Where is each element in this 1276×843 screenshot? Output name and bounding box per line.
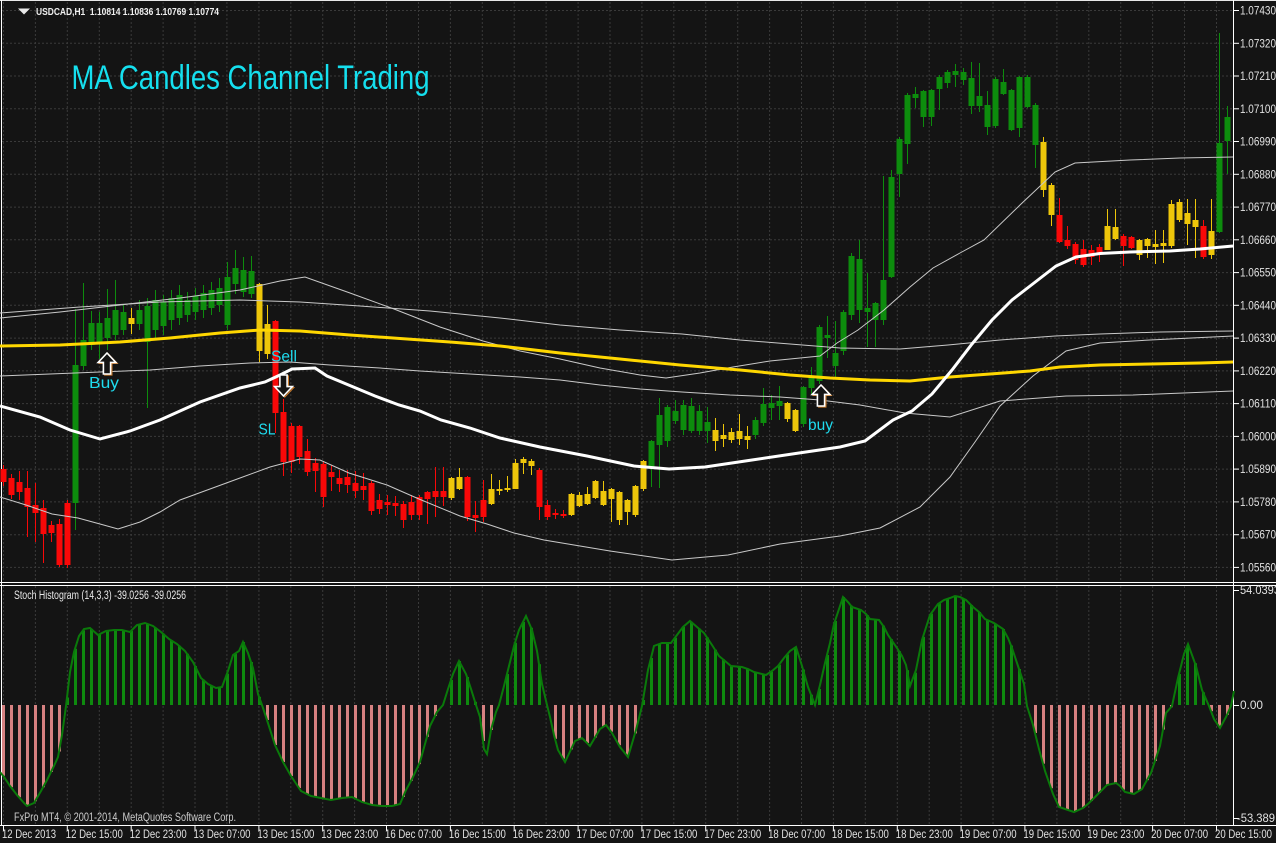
svg-text:18 Dec 15:00: 18 Dec 15:00 — [832, 829, 889, 841]
svg-text:SL: SL — [259, 422, 276, 439]
svg-text:1.05780: 1.05780 — [1240, 497, 1276, 509]
svg-text:13 Dec 23:00: 13 Dec 23:00 — [321, 829, 378, 841]
svg-text:-53.389: -53.389 — [1237, 813, 1275, 825]
svg-text:17 Dec 23:00: 17 Dec 23:00 — [704, 829, 761, 841]
svg-text:1.07210: 1.07210 — [1240, 71, 1276, 83]
svg-text:FxPro MT4, © 2001-2014, MetaQu: FxPro MT4, © 2001-2014, MetaQuotes Softw… — [14, 812, 236, 824]
svg-text:1.05890: 1.05890 — [1240, 464, 1276, 476]
svg-text:20 Dec 07:00: 20 Dec 07:00 — [1151, 829, 1208, 841]
svg-text:12 Dec 2013: 12 Dec 2013 — [2, 829, 56, 841]
svg-text:1.05670: 1.05670 — [1240, 530, 1276, 542]
svg-text:18 Dec 23:00: 18 Dec 23:00 — [896, 829, 953, 841]
svg-text:12 Dec 23:00: 12 Dec 23:00 — [130, 829, 187, 841]
svg-text:12 Dec 15:00: 12 Dec 15:00 — [66, 829, 123, 841]
svg-text:13 Dec 15:00: 13 Dec 15:00 — [257, 829, 314, 841]
svg-text:13 Dec 07:00: 13 Dec 07:00 — [194, 829, 251, 841]
svg-text:1.06660: 1.06660 — [1240, 235, 1276, 247]
svg-text:1.06880: 1.06880 — [1240, 169, 1276, 181]
svg-text:1.06990: 1.06990 — [1240, 137, 1276, 149]
svg-text:USDCAD,H1 1.10814 1.10836 1.1: USDCAD,H1 1.10814 1.10836 1.10769 1.1077… — [36, 6, 219, 18]
svg-text:20 Dec 15:00: 20 Dec 15:00 — [1215, 829, 1272, 841]
svg-text:19 Dec 23:00: 19 Dec 23:00 — [1087, 829, 1144, 841]
svg-text:1.05560: 1.05560 — [1240, 562, 1276, 574]
svg-text:Sell: Sell — [271, 349, 297, 366]
svg-text:buy: buy — [808, 417, 833, 434]
svg-text:1.06440: 1.06440 — [1240, 300, 1276, 312]
svg-text:17 Dec 07:00: 17 Dec 07:00 — [577, 829, 634, 841]
svg-text:Stoch Histogram (14,3,3) -39.0: Stoch Histogram (14,3,3) -39.0256 -39.02… — [14, 590, 186, 602]
svg-text:54.0393: 54.0393 — [1240, 585, 1276, 597]
svg-text:Buy: Buy — [89, 375, 119, 392]
svg-text:1.06770: 1.06770 — [1240, 202, 1276, 214]
svg-text:18 Dec 07:00: 18 Dec 07:00 — [768, 829, 825, 841]
svg-text:MA Candles Channel Trading: MA Candles Channel Trading — [72, 59, 430, 97]
svg-text:0.00: 0.00 — [1240, 700, 1263, 712]
svg-text:1.07430: 1.07430 — [1240, 6, 1276, 18]
svg-text:1.06550: 1.06550 — [1240, 268, 1276, 280]
svg-text:1.07320: 1.07320 — [1240, 38, 1276, 50]
svg-text:19 Dec 07:00: 19 Dec 07:00 — [960, 829, 1017, 841]
svg-text:1.06110: 1.06110 — [1240, 399, 1276, 411]
svg-text:19 Dec 15:00: 19 Dec 15:00 — [1023, 829, 1080, 841]
svg-text:1.06000: 1.06000 — [1240, 431, 1276, 443]
svg-text:1.07100: 1.07100 — [1240, 104, 1276, 116]
svg-text:16 Dec 15:00: 16 Dec 15:00 — [449, 829, 506, 841]
svg-text:1.06220: 1.06220 — [1240, 366, 1276, 378]
svg-text:16 Dec 07:00: 16 Dec 07:00 — [385, 829, 442, 841]
svg-text:16 Dec 23:00: 16 Dec 23:00 — [513, 829, 570, 841]
svg-text:17 Dec 15:00: 17 Dec 15:00 — [640, 829, 697, 841]
svg-text:1.06330: 1.06330 — [1240, 333, 1276, 345]
